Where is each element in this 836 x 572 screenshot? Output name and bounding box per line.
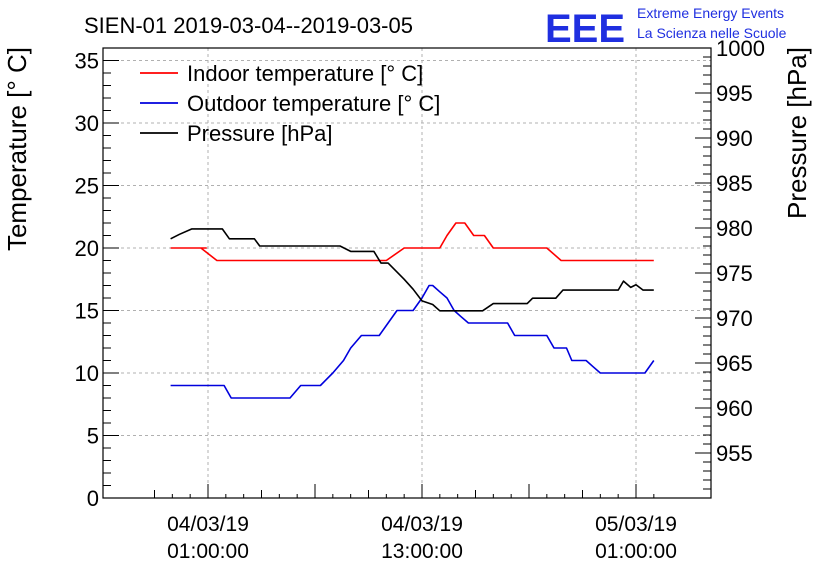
x-tick-label-time: 01:00:00 — [595, 540, 677, 563]
y2-tick-label: 980 — [716, 216, 753, 241]
y2-tick-label: 995 — [716, 81, 753, 106]
eee-logo-line1: Extreme Energy Events — [637, 5, 784, 21]
eee-logo-mark: EEE — [545, 7, 625, 51]
y2-tick-label: 965 — [716, 351, 753, 376]
chart-title: SIEN-01 2019-03-04--2019-03-05 — [84, 13, 413, 38]
y-axis-label: Temperature [° C] — [2, 47, 32, 251]
x-axis: 04/03/19 01:00:00 04/03/19 13:00:00 05/03/19… — [154, 484, 677, 563]
y2-tick-label: 985 — [716, 171, 753, 196]
y-tick-label: 0 — [87, 486, 99, 511]
series-line-1 — [170, 222, 654, 262]
y-tick-label: 15 — [75, 299, 99, 324]
eee-logo: EEE Extreme Energy Events La Scienza nel… — [545, 5, 787, 51]
y-axis-right: 955 960 965 970 975 980 985 990 995 1000 — [695, 36, 765, 499]
y-tick-label: 35 — [75, 49, 99, 74]
legend-label-2: Outdoor temperature [° C] — [187, 91, 440, 116]
x-tick-label-date: 04/03/19 — [381, 513, 463, 536]
x-tick-label-date: 04/03/19 — [167, 513, 249, 536]
y-tick-label: 25 — [75, 174, 99, 199]
x-tick-label-date: 05/03/19 — [595, 513, 677, 536]
y2-tick-label: 990 — [716, 126, 753, 151]
y2-tick-label: 975 — [716, 261, 753, 286]
y-tick-label: 30 — [75, 111, 99, 136]
series-line-2 — [170, 284, 655, 399]
y-tick-label: 5 — [87, 424, 99, 449]
y2-tick-label: 955 — [716, 441, 753, 466]
y-tick-label: 10 — [75, 361, 99, 386]
x-tick-label-time: 01:00:00 — [167, 540, 249, 563]
legend: Indoor temperature [° C] Outdoor temperat… — [140, 61, 440, 146]
y2-tick-label: 960 — [716, 396, 753, 421]
y-tick-label: 20 — [75, 236, 99, 261]
x-tick-label-time: 13:00:00 — [381, 540, 463, 563]
legend-label-3: Pressure [hPa] — [187, 121, 333, 146]
y2-tick-label: 1000 — [716, 36, 765, 61]
legend-label-1: Indoor temperature [° C] — [187, 61, 423, 86]
series-line-3 — [170, 228, 654, 312]
eee-logo-line2: La Scienza nelle Scuole — [637, 25, 787, 41]
y-axis-left: 0 5 10 15 20 25 30 35 — [75, 47, 119, 511]
series-lines — [170, 222, 655, 399]
y2-tick-label: 970 — [716, 306, 753, 331]
y2-axis-label: Pressure [hPa] — [782, 47, 812, 219]
